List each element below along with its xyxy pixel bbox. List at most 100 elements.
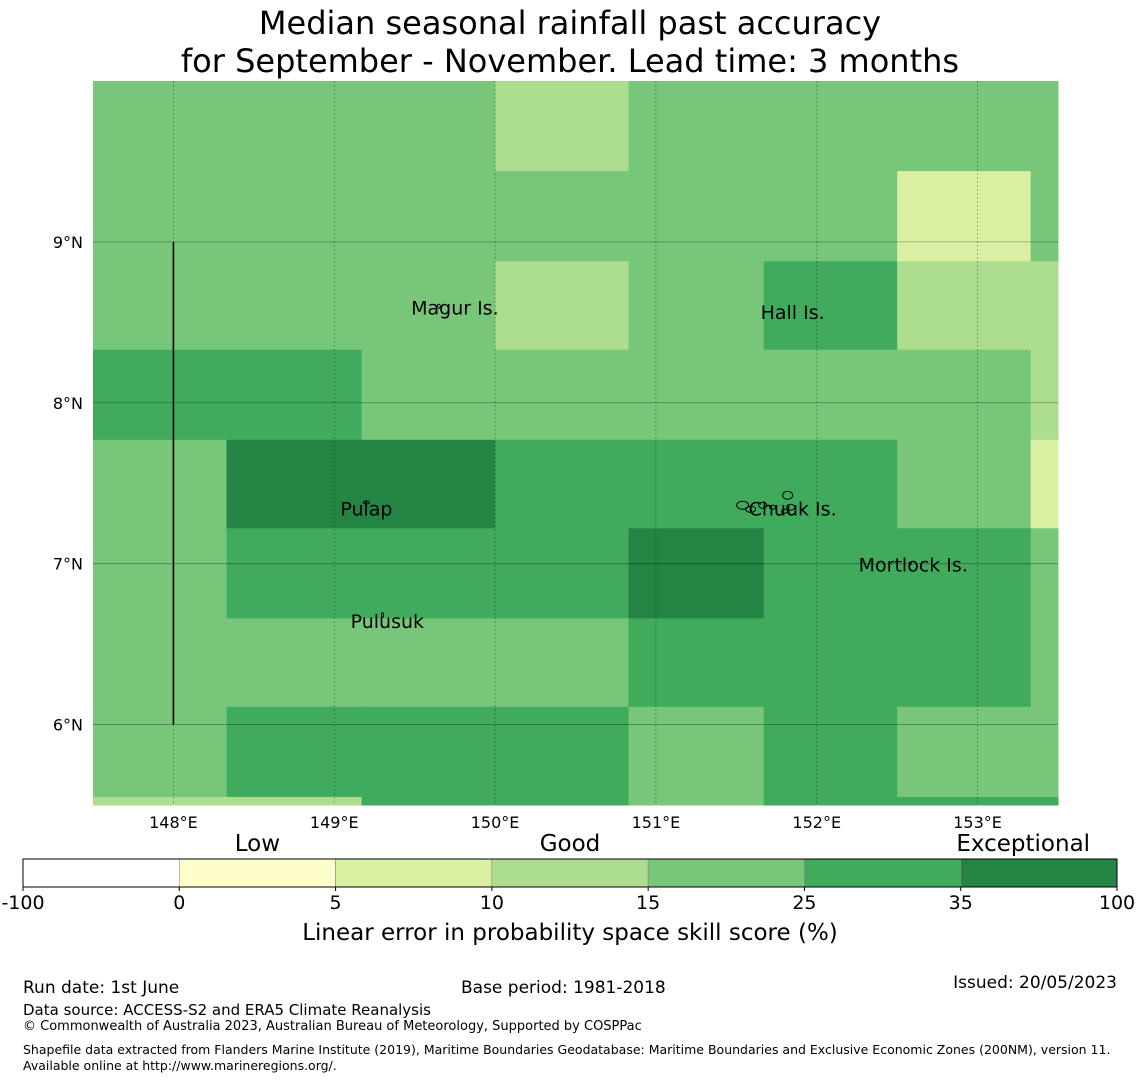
island-icon <box>436 303 441 309</box>
place-label: Pulusuk <box>351 611 424 633</box>
skill-cell <box>897 81 1032 172</box>
skill-cell <box>1030 618 1059 708</box>
colorbar-tick-label: 5 <box>330 892 342 914</box>
skill-cell <box>897 261 1032 351</box>
skill-cell <box>897 528 1032 619</box>
place-label: Mortlock Is. <box>859 555 968 577</box>
island-icon <box>781 508 789 514</box>
skill-cell <box>495 81 630 172</box>
skill-cell <box>628 706 765 798</box>
skill-cell <box>1030 796 1059 806</box>
skill-cell <box>495 618 630 708</box>
colorbar-tick-label: 100 <box>1099 892 1135 914</box>
skill-cell <box>361 618 496 708</box>
colorbar-swatch <box>804 858 962 888</box>
skill-cell <box>495 171 630 262</box>
skill-cell <box>495 706 630 798</box>
colorbar-swatch <box>22 858 180 888</box>
skill-cell <box>93 706 227 798</box>
colorbar-label: Linear error in probability space skill … <box>302 920 838 946</box>
skill-cell <box>226 261 363 351</box>
colorbar-swatch <box>960 858 1118 888</box>
island-icon <box>381 612 384 619</box>
skill-cell <box>1030 439 1059 529</box>
skill-cell <box>763 261 898 351</box>
skill-cell <box>628 528 765 619</box>
skill-cell <box>628 261 765 351</box>
skill-cell <box>93 528 227 619</box>
island-icon <box>908 561 912 566</box>
colorbar-swatch <box>491 858 649 888</box>
skill-cell <box>1030 528 1059 619</box>
skill-cell <box>93 171 227 262</box>
island-outlines <box>362 303 912 619</box>
colorbar-swatch <box>178 858 336 888</box>
lat-tick-label: 9°N <box>53 233 83 252</box>
lon-tick-label: 153°E <box>953 813 1002 832</box>
skill-cell <box>763 171 898 262</box>
skill-cell <box>763 618 898 708</box>
lon-tick-label: 148°E <box>149 813 198 832</box>
colorbar-category-label: Low <box>234 831 281 857</box>
skill-cell <box>763 796 898 806</box>
colorbar-tick-label: 35 <box>949 892 973 914</box>
skill-cell <box>628 171 765 262</box>
island-icon <box>758 501 768 509</box>
skill-cell <box>1030 171 1059 262</box>
island-icon <box>786 503 796 511</box>
skill-cell <box>628 349 765 441</box>
skill-cell <box>1030 261 1059 351</box>
colorbar-tick-label: 0 <box>173 892 185 914</box>
lat-tick-label: 7°N <box>53 555 83 574</box>
skill-cell <box>361 261 496 351</box>
skill-map: Magur Is. Hall Is. Pulap Chuuk Is. Mortlock … <box>53 81 1059 832</box>
colorbar-swatch <box>647 858 805 888</box>
skill-cell <box>361 171 496 262</box>
skill-cell <box>361 81 496 172</box>
data-source: Data source: ACCESS-S2 and ERA5 Climate … <box>23 1001 431 1019</box>
skill-cell <box>763 439 898 529</box>
skill-cell <box>495 439 630 529</box>
skill-cell <box>226 796 363 806</box>
lat-tick-label: 8°N <box>53 394 83 413</box>
skill-cell <box>361 706 496 798</box>
skill-cell <box>897 706 1032 798</box>
skill-cell <box>361 349 496 441</box>
skill-cell <box>897 171 1032 262</box>
skill-cell <box>1030 349 1059 441</box>
skill-cell <box>897 439 1032 529</box>
copyright: © Commonwealth of Australia 2023, Austra… <box>23 1019 642 1034</box>
island-icon <box>362 500 370 505</box>
colorbar-tick-label: -100 <box>1 892 44 914</box>
colorbar-tick-label: 10 <box>480 892 504 914</box>
title-line-1: Median seasonal rainfall past accuracy <box>258 4 882 42</box>
skill-cell <box>628 81 765 172</box>
colorbar-swatch <box>335 858 493 888</box>
skill-cell <box>226 171 363 262</box>
shapefile-credit: Shapefile data extracted from Flanders M… <box>23 1042 1111 1073</box>
title-line-2: for September - November. Lead time: 3 m… <box>180 42 960 80</box>
skill-cell <box>1030 706 1059 798</box>
skill-cell <box>763 528 898 619</box>
island-icon <box>745 505 757 513</box>
skill-cell <box>93 618 227 708</box>
colorbar-tick-label: 15 <box>636 892 660 914</box>
lon-tick-label: 151°E <box>632 813 681 832</box>
place-label: Hall Is. <box>761 302 825 324</box>
skill-cell <box>495 796 630 806</box>
skill-cell <box>226 706 363 798</box>
lon-tick-label: 149°E <box>310 813 359 832</box>
skill-cell <box>495 261 630 351</box>
skill-cell <box>763 706 898 798</box>
island-icon <box>736 500 750 510</box>
skill-cell <box>897 349 1032 441</box>
skill-cell <box>226 349 363 441</box>
skill-cell <box>628 618 765 708</box>
place-label: Magur Is. <box>411 297 499 319</box>
skill-cell <box>763 349 898 441</box>
skill-cells <box>93 81 1059 806</box>
colorbar-tick-label: 25 <box>792 892 816 914</box>
place-label: Pulap <box>340 498 392 520</box>
skill-cell <box>628 439 765 529</box>
skill-cell <box>495 349 630 441</box>
